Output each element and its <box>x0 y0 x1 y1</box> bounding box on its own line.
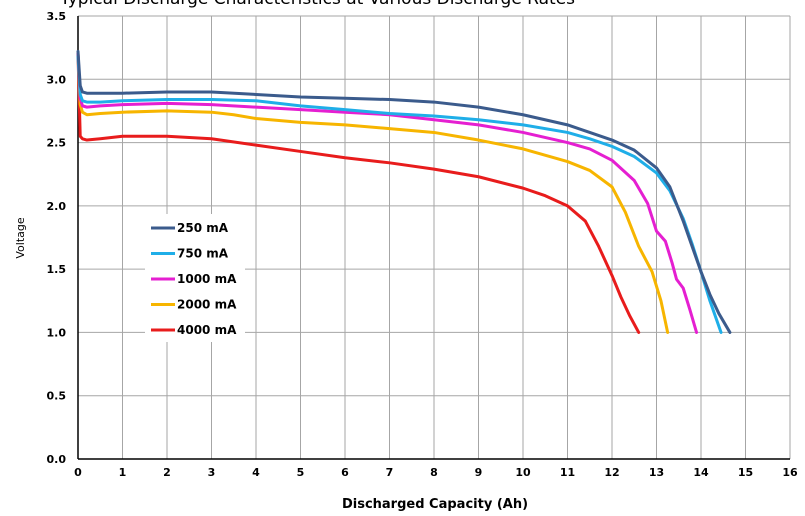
axes: 0 1 2 3 4 5 6 7 8 9 10 11 12 13 14 15 160.00.51.01.52.02… <box>47 10 798 479</box>
y-axis-title: Voltage <box>14 217 27 258</box>
x-tick-label: 9 <box>475 466 483 479</box>
legend-label: 750 mA <box>177 247 229 261</box>
x-tick-label: 11 <box>560 466 575 479</box>
series-group <box>76 49 732 334</box>
x-tick-label: 13 <box>649 466 664 479</box>
legend-label: 4000 mA <box>177 323 237 337</box>
legend-label: 2000 mA <box>177 298 237 312</box>
legend-label: 1000 mA <box>177 272 237 286</box>
chart-title: Typical Discharge Characteristics at Var… <box>59 0 575 9</box>
x-axis-title: Discharged Capacity (Ah) <box>342 497 528 512</box>
y-tick-label: 3.0 <box>47 73 67 86</box>
x-tick-label: 14 <box>693 466 709 479</box>
y-tick-label: 3.5 <box>47 10 67 23</box>
x-tick-label: 16 <box>782 466 798 479</box>
x-tick-label: 6 <box>341 466 349 479</box>
y-tick-label: 2.5 <box>47 137 67 150</box>
x-tick-label: 10 <box>515 466 531 479</box>
y-tick-label: 1.5 <box>47 263 67 276</box>
y-tick-label: 0.0 <box>47 453 67 466</box>
series-line-250-ma <box>76 49 732 334</box>
y-tick-label: 1.0 <box>47 326 67 339</box>
x-tick-label: 2 <box>163 466 171 479</box>
x-tick-label: 3 <box>208 466 216 479</box>
y-tick-label: 0.5 <box>47 390 67 403</box>
x-tick-label: 12 <box>604 466 619 479</box>
x-tick-label: 0 <box>74 466 82 479</box>
x-tick-label: 8 <box>430 466 438 479</box>
x-tick-label: 15 <box>738 466 753 479</box>
x-tick-label: 4 <box>252 466 260 479</box>
grid <box>78 15 791 459</box>
x-tick-label: 7 <box>386 466 394 479</box>
series-line-4000-ma <box>76 52 641 334</box>
y-tick-label: 2.0 <box>47 200 67 213</box>
series-line-1000-ma <box>76 52 699 334</box>
series-line-2000-ma <box>76 52 670 334</box>
legend: 250 mA 750 mA 1000 mA 2000 mA 4000 mA <box>145 214 245 342</box>
legend-label: 250 mA <box>177 221 229 235</box>
x-tick-label: 1 <box>119 466 127 479</box>
x-tick-label: 5 <box>297 466 305 479</box>
